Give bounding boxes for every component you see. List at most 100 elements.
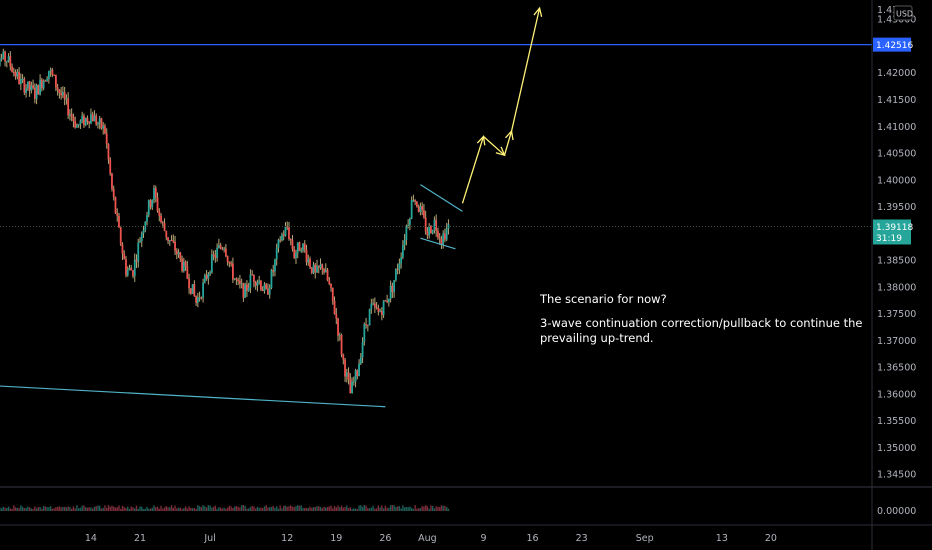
volume-bar [309,506,311,511]
volume-bar [91,508,94,511]
flag-upper[interactable] [420,184,463,212]
volume-bar [419,508,422,511]
projection-segment[interactable] [503,130,513,156]
x-tick-label: 19 [330,533,342,544]
volume-bar [0,507,1,511]
volume-bar [9,508,12,511]
currency-badge[interactable] [893,5,913,21]
volume-bar [181,508,183,511]
volume-bar [379,507,381,511]
volume-bar [438,507,441,511]
volume-bar [445,507,448,511]
candle-body [379,310,382,312]
drawings-layer[interactable] [0,6,872,408]
volume-bar [11,508,13,511]
scenario-annotation: The scenario for now? 3-wave continuatio… [540,292,862,346]
volume-bar [35,508,38,511]
candle-body [275,247,278,260]
volume-bar [414,505,416,511]
volume-bar [88,507,90,511]
volume-bar [426,506,429,511]
volume-bar [63,506,66,511]
candle-body [212,254,215,256]
candle-body [23,78,26,93]
projection-segment[interactable] [510,7,541,132]
candle-body [189,288,192,294]
candle-body [400,257,403,264]
candle-body [324,269,327,273]
x-tick-label: Jul [203,533,215,544]
volume-bar [55,507,57,511]
volume-bar [433,508,436,511]
volume-bar [13,505,15,511]
volume-bar [381,505,383,511]
candle-body [401,245,404,258]
projection-segment[interactable] [483,135,505,156]
volume-bar [46,507,48,511]
candle-body [32,85,35,88]
candle-body [231,263,234,280]
volume-bar [162,508,164,511]
volume-bar [428,508,430,511]
candle-body [207,274,210,279]
candle-body [168,240,171,242]
candle-body [328,280,331,284]
candle-body [28,81,31,91]
candle-body [91,114,94,122]
volume-bar [160,505,162,511]
volume-bar [170,505,173,511]
volume-bar [440,505,443,511]
y-tick-label: 1.41000 [877,122,916,133]
candle-body [440,238,443,245]
volume-bar [106,507,108,511]
candle-body [132,270,134,277]
candle-body [298,242,301,252]
volume-bar [272,505,274,511]
candle-body [337,318,339,336]
candle-body [179,252,182,259]
volume-bar [41,508,43,511]
candle-body [130,267,133,271]
volume-bar [211,507,213,511]
volume-bar [32,508,34,511]
volume-bar [97,505,99,511]
volume-bar [137,508,139,511]
candle-body [351,381,353,394]
candle-body [340,334,343,355]
volume-bar [258,507,260,511]
candle-body [88,121,91,124]
volume-bar [127,506,129,511]
candle-body [7,56,10,62]
candle-body [251,274,254,276]
candle-body [79,120,82,125]
volume-bar [146,506,148,511]
volume-bar [274,507,276,511]
candle-body [416,201,418,207]
volume-bar [237,506,239,511]
support-trendline[interactable] [0,385,386,408]
candle-body [414,200,417,202]
candle-body [335,314,338,319]
volume-bar [123,507,125,511]
volume-bar [244,505,246,511]
projection-segment[interactable] [461,136,485,204]
candle-body [60,92,63,96]
flag-lower[interactable] [420,237,456,250]
candle-body [333,300,336,315]
volume-bar [300,505,302,511]
volume-bar [442,505,444,511]
candle-body [97,123,99,125]
price-axis[interactable]: 1.430001.420001.415001.410001.405001.400… [877,5,916,517]
volume-bar [209,505,211,511]
candle-body [403,240,406,246]
candle-body [154,187,157,198]
volume-bar [367,508,369,511]
candle-body [380,310,383,316]
volume-bar [167,507,169,511]
candle-body [135,259,138,262]
volume-bar [190,507,192,511]
candle-body [144,221,147,231]
time-axis[interactable]: 14 21 Jul 12 19 26 Aug 9 16 23 Sep 13 20 [85,533,777,544]
candle-body [431,230,434,234]
